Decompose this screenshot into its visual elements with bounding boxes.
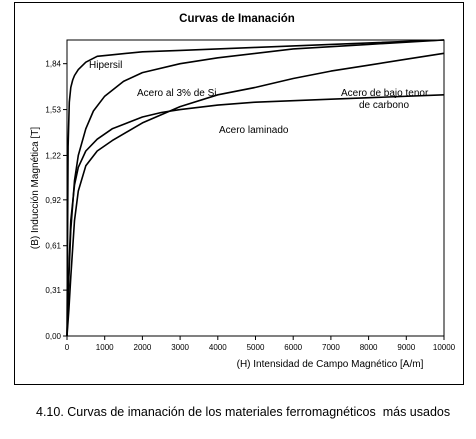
series-line-acero-laminado bbox=[66, 94, 445, 337]
magnetization-chart: Curvas de Imanación (B) Inducción Magnét… bbox=[30, 13, 456, 370]
plot-area bbox=[66, 39, 445, 337]
x-tick-label: 5000 bbox=[247, 343, 265, 352]
annotation-acero-bajo-tenor-line1: Acero de bajo tenor bbox=[341, 88, 429, 99]
annotation-hipersil: Hipersil bbox=[89, 60, 122, 71]
x-tick-label: 3000 bbox=[171, 343, 189, 352]
series-line-hipersil bbox=[66, 39, 445, 337]
series-line-acero-de-bajo-tenor-de-carbono bbox=[66, 52, 445, 337]
chart-title: Curvas de Imanación bbox=[179, 13, 295, 25]
x-tick-label: 1000 bbox=[96, 343, 114, 352]
x-tick-label: 4000 bbox=[209, 343, 227, 352]
x-axis-label: (H) Intensidad de Campo Magnético [A/m] bbox=[237, 359, 424, 370]
annotation-acero-3-si: Acero al 3% de Si bbox=[137, 88, 217, 99]
x-tick-label: 10000 bbox=[433, 343, 456, 352]
y-tick-label: 0,31 bbox=[45, 286, 61, 295]
x-axis: 0 1000 2000 3000 4000 5000 6000 7000 8000 9000 100… bbox=[65, 336, 456, 352]
y-axis: 0,00 0,31 0,61 0,92 1,22 1,53 1,84 bbox=[45, 60, 67, 341]
figure-caption: 4.10. Curvas de imanación de los materia… bbox=[36, 405, 451, 419]
annotation-acero-bajo-tenor-line2: de carbono bbox=[359, 100, 409, 111]
x-tick-label: 6000 bbox=[284, 343, 302, 352]
y-tick-label: 0,00 bbox=[45, 332, 61, 341]
y-tick-label: 1,53 bbox=[45, 106, 61, 115]
series-lines bbox=[66, 39, 445, 337]
y-tick-label: 1,84 bbox=[45, 60, 61, 69]
x-tick-label: 7000 bbox=[322, 343, 340, 352]
chart-frame bbox=[14, 2, 464, 385]
y-axis-label: (B) Inducción Magnética [T] bbox=[30, 127, 41, 249]
y-tick-label: 0,61 bbox=[45, 242, 61, 251]
annotation-acero-laminado: Acero laminado bbox=[219, 125, 289, 136]
series-line-acero-al-3-de-si bbox=[66, 39, 445, 337]
curve-annotations: Hipersil Acero al 3% de Si Acero de bajo… bbox=[89, 60, 429, 136]
y-tick-label: 0,92 bbox=[45, 196, 61, 205]
x-tick-label: 2000 bbox=[134, 343, 152, 352]
x-tick-label: 9000 bbox=[397, 343, 415, 352]
x-tick-label: 8000 bbox=[360, 343, 378, 352]
y-tick-label: 1,22 bbox=[45, 151, 61, 160]
x-tick-label: 0 bbox=[65, 343, 70, 352]
